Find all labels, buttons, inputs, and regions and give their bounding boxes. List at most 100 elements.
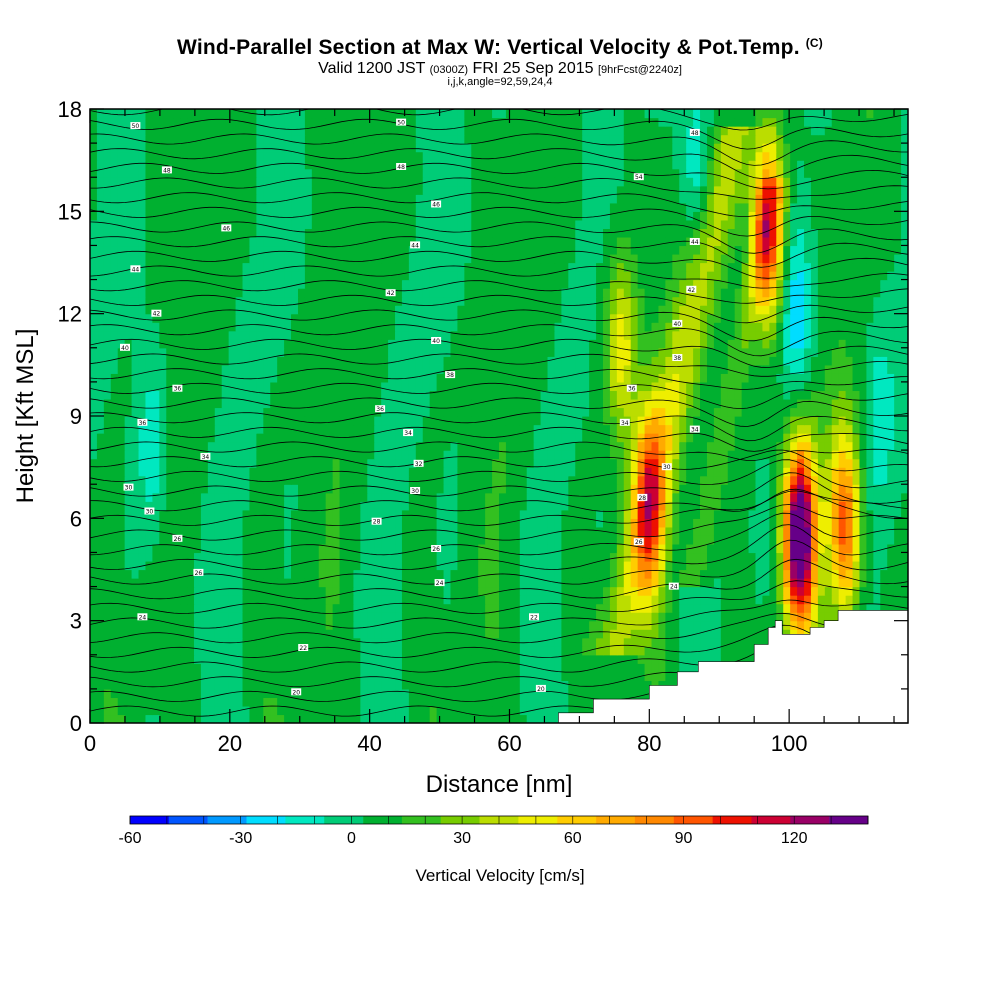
velocity-cell — [304, 433, 313, 443]
velocity-cell — [200, 680, 209, 690]
velocity-cell — [367, 705, 375, 716]
velocity-cell — [651, 424, 660, 434]
velocity-cell — [831, 612, 840, 622]
velocity-cell — [686, 364, 694, 374]
velocity-cell — [672, 509, 680, 519]
velocity-cell — [152, 373, 160, 383]
velocity-cell — [616, 484, 625, 494]
velocity-cell — [679, 595, 687, 605]
velocity-cell — [187, 646, 195, 656]
velocity-cell — [575, 501, 583, 511]
velocity-cell — [443, 467, 452, 477]
velocity-cell — [374, 560, 382, 571]
velocity-cell — [138, 467, 147, 477]
velocity-cell — [894, 433, 902, 443]
velocity-cell — [748, 620, 757, 630]
velocity-cell — [193, 654, 202, 664]
velocity-cell — [180, 475, 188, 485]
velocity-cell — [672, 552, 680, 562]
velocity-cell — [381, 416, 389, 426]
copyright-mark: (C) — [805, 36, 823, 50]
velocity-cell — [533, 629, 542, 639]
velocity-cell — [415, 603, 424, 613]
velocity-cell — [193, 484, 202, 494]
velocity-cell — [873, 603, 881, 613]
velocity-cell — [554, 433, 562, 443]
velocity-cell — [395, 629, 403, 639]
velocity-cell — [686, 501, 694, 511]
velocity-cell — [325, 663, 334, 673]
velocity-cell — [880, 458, 888, 468]
velocity-cell — [713, 450, 722, 460]
velocity-cell — [637, 646, 646, 656]
velocity-cell — [207, 492, 216, 502]
velocity-cell — [207, 646, 216, 656]
velocity-cell — [693, 509, 701, 519]
velocity-cell — [464, 535, 472, 545]
velocity-cell — [651, 492, 660, 502]
velocity-cell — [817, 433, 826, 443]
velocity-cell — [734, 543, 743, 554]
velocity-cell — [554, 484, 562, 494]
velocity-cell — [783, 424, 791, 434]
velocity-cell — [727, 450, 736, 460]
velocity-cell — [693, 450, 701, 460]
velocity-cell — [422, 654, 431, 664]
velocity-cell — [790, 543, 798, 554]
velocity-cell — [332, 595, 341, 605]
velocity-cell — [540, 543, 549, 554]
velocity-cell — [367, 526, 375, 536]
velocity-cell — [519, 578, 528, 588]
velocity-cell — [263, 654, 271, 664]
velocity-cell — [644, 433, 653, 443]
velocity-cell — [304, 671, 313, 681]
velocity-cell — [665, 543, 673, 554]
velocity-cell — [395, 586, 403, 596]
velocity-cell — [242, 697, 251, 707]
velocity-cell — [561, 484, 569, 494]
velocity-cell — [96, 398, 105, 409]
velocity-cell — [804, 373, 812, 383]
velocity-cell — [367, 688, 375, 699]
velocity-cell — [96, 484, 105, 494]
velocity-cell — [193, 441, 202, 451]
velocity-cell — [388, 416, 396, 426]
velocity-cell — [90, 688, 98, 699]
velocity-cell — [152, 586, 160, 596]
velocity-cell — [395, 458, 403, 468]
velocity-cell — [720, 373, 729, 383]
velocity-cell — [713, 373, 722, 383]
velocity-cell — [512, 492, 521, 502]
velocity-cell — [297, 569, 306, 579]
velocity-cell — [838, 458, 847, 468]
velocity-cell — [311, 612, 320, 622]
velocity-cell — [880, 518, 888, 528]
velocity-cell — [193, 492, 202, 502]
velocity-cell — [575, 518, 583, 528]
velocity-cell — [242, 680, 251, 690]
velocity-cell — [609, 467, 618, 477]
velocity-cell — [401, 364, 410, 374]
velocity-cell — [145, 475, 153, 485]
velocity-cell — [429, 705, 438, 716]
velocity-cell — [880, 509, 888, 519]
velocity-cell — [609, 646, 618, 656]
velocity-cell — [499, 467, 507, 477]
velocity-cell — [519, 475, 528, 485]
velocity-cell — [367, 578, 375, 588]
velocity-cell — [415, 629, 424, 639]
velocity-cell — [651, 663, 660, 673]
velocity-cell — [270, 697, 278, 707]
velocity-cell — [824, 407, 833, 417]
velocity-cell — [769, 569, 777, 579]
velocity-cell — [720, 433, 729, 443]
velocity-cell — [485, 364, 493, 374]
velocity-cell — [249, 663, 257, 673]
velocity-cell — [568, 535, 576, 545]
velocity-cell — [637, 629, 646, 639]
velocity-cell — [103, 433, 112, 443]
velocity-cell — [90, 492, 98, 502]
velocity-cell — [845, 407, 854, 417]
velocity-cell — [124, 398, 133, 409]
velocity-cell — [866, 467, 874, 477]
